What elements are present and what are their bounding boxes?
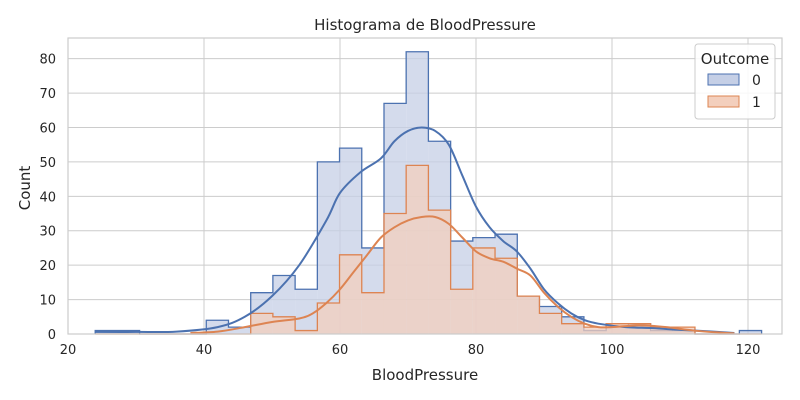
legend-label-0: 0 bbox=[752, 73, 761, 89]
bar bbox=[495, 258, 518, 334]
bar bbox=[583, 327, 607, 334]
bar bbox=[472, 247, 496, 334]
legend-swatch-1 bbox=[707, 95, 740, 108]
x-tick-labels: 20 40 60 80 100 120 bbox=[60, 343, 761, 358]
kde-curve-series-0 bbox=[95, 126, 735, 334]
y-tick-labels: 0 10 20 30 40 50 60 70 80 bbox=[39, 53, 56, 343]
legend: Outcome 0 1 bbox=[694, 43, 776, 120]
bar bbox=[228, 327, 251, 334]
y-tick-label: 60 bbox=[39, 121, 56, 136]
y-tick-label: 50 bbox=[39, 156, 56, 171]
chart-title: Histograma de BloodPressure bbox=[314, 16, 536, 34]
bar bbox=[628, 323, 651, 334]
plot-frame bbox=[67, 37, 783, 335]
bar bbox=[739, 330, 762, 334]
x-axis-title: BloodPressure bbox=[372, 366, 478, 384]
y-axis-title: Count bbox=[16, 166, 34, 211]
x-tick-label: 60 bbox=[332, 343, 349, 358]
kde-curves bbox=[95, 126, 735, 335]
bar bbox=[561, 323, 584, 334]
bar bbox=[295, 330, 318, 334]
y-tick-label: 30 bbox=[39, 225, 56, 240]
bar bbox=[450, 289, 473, 334]
y-tick-label: 0 bbox=[48, 328, 56, 343]
x-tick-label: 80 bbox=[468, 343, 485, 358]
bar bbox=[606, 323, 629, 334]
bar bbox=[517, 296, 540, 334]
y-tick-label: 40 bbox=[39, 190, 56, 205]
bar bbox=[295, 289, 318, 334]
bar bbox=[339, 254, 362, 334]
legend-title: Outcome bbox=[701, 50, 769, 68]
legend-swatch-0 bbox=[707, 73, 740, 86]
bar bbox=[317, 303, 340, 334]
kde-curve-series-1 bbox=[190, 215, 735, 335]
bar bbox=[361, 292, 384, 334]
step-outline-series-1 bbox=[95, 164, 762, 335]
plot-border bbox=[67, 37, 783, 335]
y-tick-label: 70 bbox=[39, 87, 56, 102]
bar bbox=[406, 165, 429, 334]
y-tick-label: 80 bbox=[39, 53, 56, 68]
x-tick-label: 100 bbox=[600, 343, 625, 358]
bar bbox=[428, 210, 451, 334]
x-tick-label: 20 bbox=[60, 343, 77, 358]
legend-label-1: 1 bbox=[752, 95, 761, 111]
bar bbox=[539, 313, 562, 334]
bar bbox=[650, 327, 673, 334]
y-tick-label: 20 bbox=[39, 259, 56, 274]
y-tick-label: 10 bbox=[39, 294, 56, 309]
x-tick-label: 120 bbox=[736, 343, 761, 358]
bars-series-1 bbox=[95, 164, 762, 335]
x-tick-label: 40 bbox=[196, 343, 213, 358]
bar bbox=[383, 213, 407, 334]
